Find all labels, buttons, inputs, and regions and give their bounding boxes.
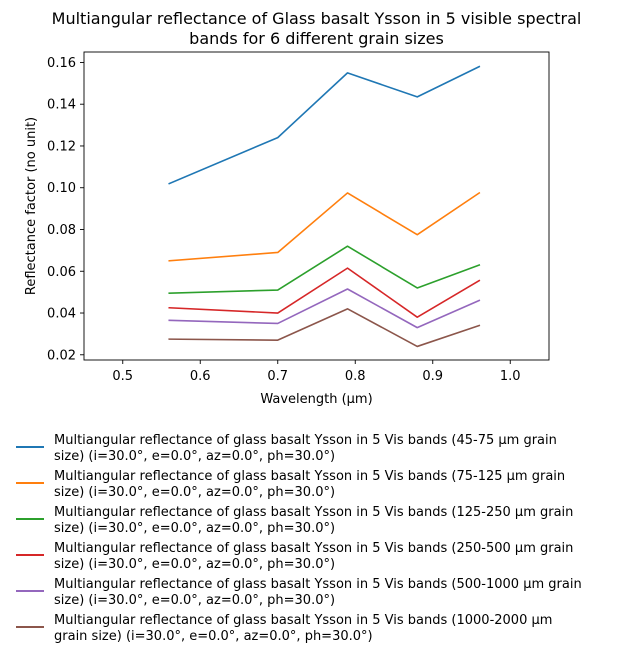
legend-label: Multiangular reflectance of glass basalt… bbox=[54, 577, 582, 609]
chart-legend: Multiangular reflectance of glass basalt… bbox=[14, 432, 626, 648]
legend-label-line: size) (i=30.0°, e=0.0°, az=0.0°, ph=30.0… bbox=[54, 521, 336, 536]
legend-item-5: Multiangular reflectance of glass basalt… bbox=[14, 576, 626, 612]
legend-label-line: Multiangular reflectance of glass basalt… bbox=[54, 505, 574, 520]
y-tick-label: 0.14 bbox=[47, 98, 76, 113]
y-tick-label: 0.06 bbox=[47, 265, 76, 280]
legend-label-line: Multiangular reflectance of glass basalt… bbox=[54, 541, 574, 556]
line-chart: 0.5 0.6 0.7 0.8 0.9 1.0 0.02 0.04 0.06 0.08 0.10 0.… bbox=[24, 51, 550, 407]
legend-label: Multiangular reflectance of glass basalt… bbox=[54, 433, 557, 465]
legend-item-1: Multiangular reflectance of glass basalt… bbox=[14, 432, 626, 468]
x-tick-label: 0.6 bbox=[190, 369, 211, 384]
series-line-4 bbox=[168, 267, 481, 318]
chart-title-line-2: bands for 6 different grain sizes bbox=[189, 29, 444, 48]
y-tick-label: 0.10 bbox=[47, 181, 76, 196]
x-tick-label: 0.8 bbox=[345, 369, 366, 384]
legend-label: Multiangular reflectance of glass basalt… bbox=[54, 469, 565, 501]
legend-swatch bbox=[16, 590, 44, 592]
chart-title-line-1: Multiangular reflectance of Glass basalt… bbox=[51, 9, 582, 28]
legend-label: Multiangular reflectance of glass basalt… bbox=[54, 613, 552, 645]
legend-label: Multiangular reflectance of glass basalt… bbox=[54, 541, 573, 573]
series-line-1 bbox=[168, 65, 481, 185]
legend-label-line: size) (i=30.0°, e=0.0°, az=0.0°, ph=30.0… bbox=[54, 557, 336, 572]
legend-label-line: Multiangular reflectance of glass basalt… bbox=[54, 469, 566, 484]
y-tick-label: 0.16 bbox=[47, 56, 76, 71]
legend-label-line: Multiangular reflectance of glass basalt… bbox=[54, 577, 582, 592]
legend-swatch bbox=[16, 446, 44, 448]
series-line-6 bbox=[168, 308, 481, 348]
series-line-5 bbox=[168, 288, 481, 329]
y-tick-label: 0.04 bbox=[47, 307, 76, 322]
y-tick-label: 0.02 bbox=[47, 348, 76, 363]
legend-label-line: size) (i=30.0°, e=0.0°, az=0.0°, ph=30.0… bbox=[54, 593, 336, 608]
plot-frame bbox=[83, 51, 550, 361]
legend-swatch bbox=[16, 482, 44, 484]
x-tick-label: 0.5 bbox=[112, 369, 133, 384]
legend-swatch bbox=[16, 518, 44, 520]
legend-label-line: size) (i=30.0°, e=0.0°, az=0.0°, ph=30.0… bbox=[54, 449, 336, 464]
x-tick-label: 1.0 bbox=[500, 369, 521, 384]
y-axis-label: Reflectance factor (no unit) bbox=[24, 117, 39, 295]
series-line-3 bbox=[168, 245, 481, 295]
legend-item-4: Multiangular reflectance of glass basalt… bbox=[14, 540, 626, 576]
legend-label-line: grain size) (i=30.0°, e=0.0°, az=0.0°, p… bbox=[54, 629, 373, 644]
x-axis-label: Wavelength (μm) bbox=[260, 392, 372, 407]
y-tick-label: 0.08 bbox=[47, 223, 76, 238]
legend-item-6: Multiangular reflectance of glass basalt… bbox=[14, 612, 626, 648]
legend-label-line: Multiangular reflectance of glass basalt… bbox=[54, 433, 557, 448]
legend-label-line: size) (i=30.0°, e=0.0°, az=0.0°, ph=30.0… bbox=[54, 485, 336, 500]
series-line-2 bbox=[168, 191, 481, 262]
x-tick-label: 0.7 bbox=[267, 369, 288, 384]
x-tick-label: 0.9 bbox=[422, 369, 443, 384]
y-tick-label: 0.12 bbox=[47, 139, 76, 154]
legend-item-3: Multiangular reflectance of glass basalt… bbox=[14, 504, 626, 540]
legend-item-2: Multiangular reflectance of glass basalt… bbox=[14, 468, 626, 504]
legend-swatch bbox=[16, 554, 44, 556]
legend-label-line: Multiangular reflectance of glass basalt… bbox=[54, 613, 553, 628]
legend-label: Multiangular reflectance of glass basalt… bbox=[54, 505, 573, 537]
legend-swatch bbox=[16, 626, 44, 628]
